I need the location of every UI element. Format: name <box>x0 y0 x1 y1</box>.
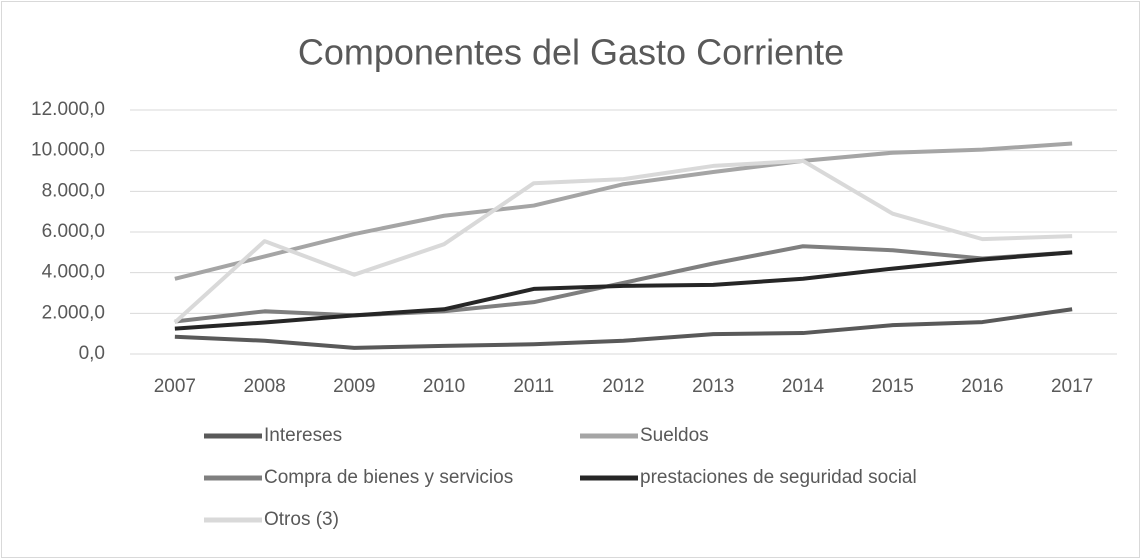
x-tick-label: 2008 <box>243 376 285 397</box>
x-tick-label: 2013 <box>692 376 734 397</box>
chart-title: Componentes del Gasto Corriente <box>298 32 844 73</box>
x-tick-label: 2007 <box>154 376 196 397</box>
legend-label: Sueldos <box>640 425 709 446</box>
y-tick-label: 6.000,0 <box>42 221 105 242</box>
series-line <box>174 141 1073 281</box>
series-line <box>173 158 1073 324</box>
series-line <box>174 307 1073 350</box>
y-tick-label: 4.000,0 <box>42 262 105 283</box>
x-tick-label: 2011 <box>513 376 554 397</box>
y-tick-label: 2.000,0 <box>42 302 105 323</box>
x-tick-label: 2014 <box>782 376 825 397</box>
legend-label: Otros (3) <box>264 509 339 530</box>
x-tick-label: 2010 <box>423 376 465 397</box>
x-tick-label: 2015 <box>872 376 914 397</box>
legend-label: prestaciones de seguridad social <box>640 467 917 488</box>
x-tick-label: 2017 <box>1051 376 1093 397</box>
x-tick-label: 2012 <box>602 376 644 397</box>
y-tick-label: 8.000,0 <box>42 180 105 201</box>
x-tick-label: 2016 <box>961 376 1003 397</box>
legend-label: Intereses <box>264 425 342 446</box>
series-line <box>174 250 1073 331</box>
x-tick-label: 2009 <box>333 376 375 397</box>
series-line <box>174 244 1073 324</box>
y-tick-label: 12.000,0 <box>31 99 105 120</box>
y-tick-label: 10.000,0 <box>31 140 105 161</box>
y-tick-label: 0,0 <box>79 343 105 364</box>
legend-label: Compra de bienes y servicios <box>264 467 513 488</box>
